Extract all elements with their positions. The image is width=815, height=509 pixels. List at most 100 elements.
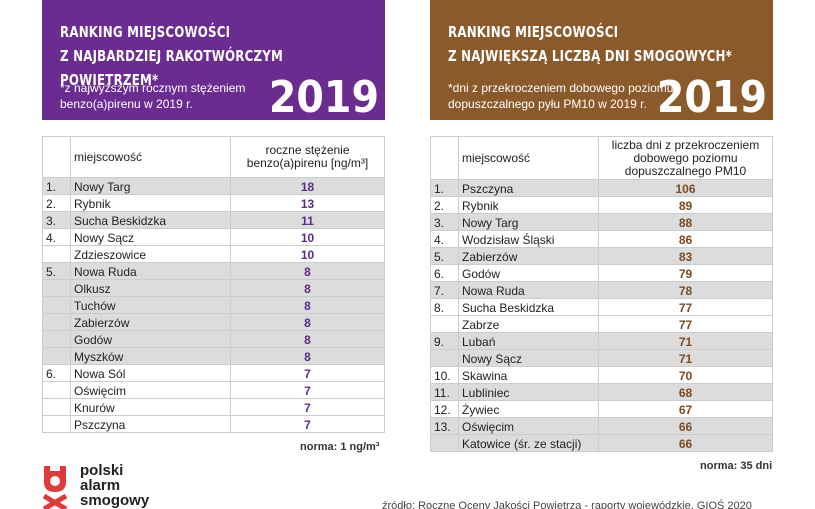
value: 13 — [300, 196, 315, 211]
panel-year: 2019 — [656, 72, 767, 123]
rank: 4. — [434, 232, 445, 247]
title-line: Z NAJWIĘKSZĄ LICZBĄ DNI SMOGOWYCH* — [448, 47, 733, 65]
value: 79 — [678, 266, 693, 281]
town: Oświęcim — [74, 383, 127, 398]
town: Nowa Ruda — [74, 264, 137, 279]
column-header-line: roczne stężenie — [265, 143, 350, 157]
table-row — [42, 178, 385, 195]
town: Nowy Sącz — [74, 230, 135, 245]
column-header: miejscowość — [74, 150, 143, 164]
value: 89 — [678, 198, 693, 213]
town: Godów — [462, 266, 501, 281]
value: 7 — [304, 366, 311, 381]
title-line: RANKING MIEJSCOWOŚCI — [448, 23, 619, 41]
logo-line: alarm — [80, 477, 121, 494]
table-row — [430, 333, 773, 350]
value: 18 — [300, 179, 315, 194]
value: 86 — [678, 232, 693, 247]
town: Oświęcim — [462, 419, 515, 434]
logo-icon — [42, 466, 68, 509]
panel-note: *dni z przekroczeniem dobowego poziomu do… — [448, 80, 673, 112]
value: 68 — [678, 385, 693, 400]
town: Lubliniec — [462, 385, 510, 400]
table-row — [42, 297, 385, 314]
town: Tuchów — [74, 298, 116, 313]
table-row — [430, 265, 773, 282]
note-line: dopuszczalnego pyłu PM10 w 2019 r. — [448, 97, 647, 111]
value: 7 — [304, 383, 311, 398]
value: 78 — [678, 283, 693, 298]
town: Sucha Beskidzka — [462, 300, 555, 315]
note-line: *dni z przekroczeniem dobowego poziomu — [448, 81, 674, 95]
town: Nowa Sól — [74, 366, 126, 381]
value: 77 — [678, 317, 693, 332]
column-header: roczne stężenie benzo(a)pirenu [ng/m³] — [230, 136, 385, 178]
column-header-line: liczba dni z przekroczeniem — [611, 137, 760, 152]
rank: 1. — [46, 179, 57, 194]
panel-note: *z najwyższym rocznym stężeniem benzo(a)p… — [60, 80, 245, 112]
table-row — [430, 197, 773, 214]
value: 66 — [678, 436, 693, 451]
town: Olkusz — [74, 281, 111, 296]
table-row — [430, 367, 773, 384]
title-line: RANKING MIEJSCOWOŚCI — [60, 23, 231, 41]
table-row — [430, 214, 773, 231]
rank: 4. — [46, 230, 57, 245]
town: Pszczyna — [74, 417, 126, 432]
column-header-line: benzo(a)pirenu [ng/m³] — [246, 156, 369, 170]
town: Nowy Targ — [74, 179, 131, 194]
town: Żywiec — [462, 402, 500, 417]
column-divider — [598, 136, 599, 452]
table-row — [430, 248, 773, 265]
town: Nowy Sącz — [462, 351, 523, 366]
value: 11 — [301, 213, 314, 228]
table-row — [42, 246, 385, 263]
value: 106 — [675, 181, 696, 196]
logo-text: polski alarm smogowy — [80, 463, 149, 508]
value: 8 — [304, 315, 311, 330]
table-row — [430, 350, 773, 367]
value: 7 — [304, 400, 311, 415]
rank: 2. — [46, 196, 57, 211]
table-row — [42, 382, 385, 399]
table-row — [42, 229, 385, 246]
panel-year: 2019 — [268, 72, 379, 123]
panel-title: RANKING MIEJSCOWOŚCI Z NAJWIĘKSZĄ LICZBĄ … — [448, 20, 732, 68]
town: Wodzisław Śląski — [462, 232, 555, 247]
norm: norma: 35 dni — [700, 460, 773, 472]
town: Pszczyna — [462, 181, 514, 196]
column-divider — [458, 136, 459, 452]
value: 8 — [304, 264, 311, 279]
value: 71 — [678, 351, 693, 366]
table-row — [430, 316, 773, 333]
table-header-row — [42, 136, 385, 178]
table-row — [430, 435, 773, 452]
rank: 6. — [46, 366, 57, 381]
town: Godów — [74, 332, 113, 347]
table-row — [430, 180, 773, 197]
column-header-line: dopuszczalnego PM10 — [624, 163, 747, 178]
rank: 13. — [434, 419, 451, 434]
column-header: miejscowość — [462, 151, 531, 165]
panel-title: RANKING MIEJSCOWOŚCI Z NAJBARDZIEJ RAKOTW… — [60, 20, 346, 92]
rank: 8. — [434, 300, 445, 315]
panel-header: RANKING MIEJSCOWOŚCI Z NAJWIĘKSZĄ LICZBĄ … — [430, 0, 773, 120]
norm: norma: 1 ng/m³ — [300, 441, 380, 453]
rank: 5. — [46, 264, 57, 279]
column-divider — [42, 136, 43, 433]
town: Zdzieszowice — [74, 247, 147, 262]
town: Rybnik — [74, 196, 111, 211]
town: Nowa Ruda — [462, 283, 525, 298]
table-row — [42, 365, 385, 382]
table-row — [42, 399, 385, 416]
town: Rybnik — [462, 198, 499, 213]
table-row — [42, 314, 385, 331]
column-divider — [430, 136, 431, 452]
table-row — [430, 384, 773, 401]
note-line: benzo(a)pirenu w 2019 r. — [60, 97, 193, 111]
table-row — [42, 416, 385, 433]
town: Myszków — [74, 349, 124, 364]
table-row — [42, 195, 385, 212]
table-row — [430, 418, 773, 435]
